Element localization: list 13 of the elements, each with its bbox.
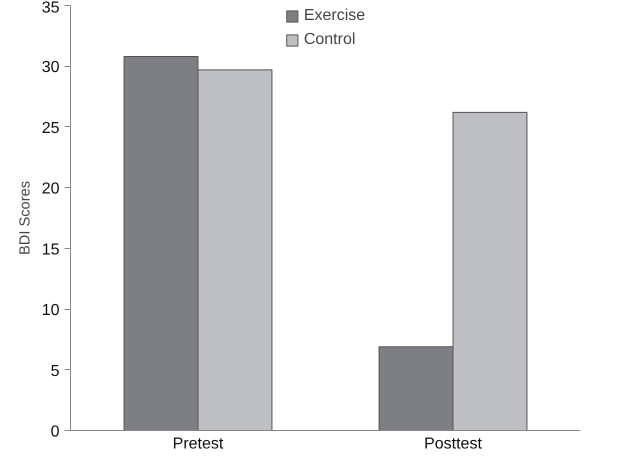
y-tick-label: 30 — [42, 59, 60, 76]
y-tick-label: 10 — [42, 302, 60, 320]
legend-label: Control — [304, 31, 356, 49]
y-tick-label: 5 — [50, 362, 60, 380]
y-tick-label: 0 — [50, 424, 60, 440]
legend-label: Exercise — [304, 7, 366, 25]
y-tick-label: 35 — [42, 0, 60, 16]
y-tick-label: 20 — [42, 180, 60, 198]
x-tick-label: Pretest — [172, 436, 224, 452]
y-axis-title: BDI Scores — [18, 180, 34, 256]
y-tick-label: 15 — [42, 241, 60, 258]
y-tick-label: 25 — [42, 120, 60, 137]
x-tick-label: Posttest — [424, 436, 482, 452]
